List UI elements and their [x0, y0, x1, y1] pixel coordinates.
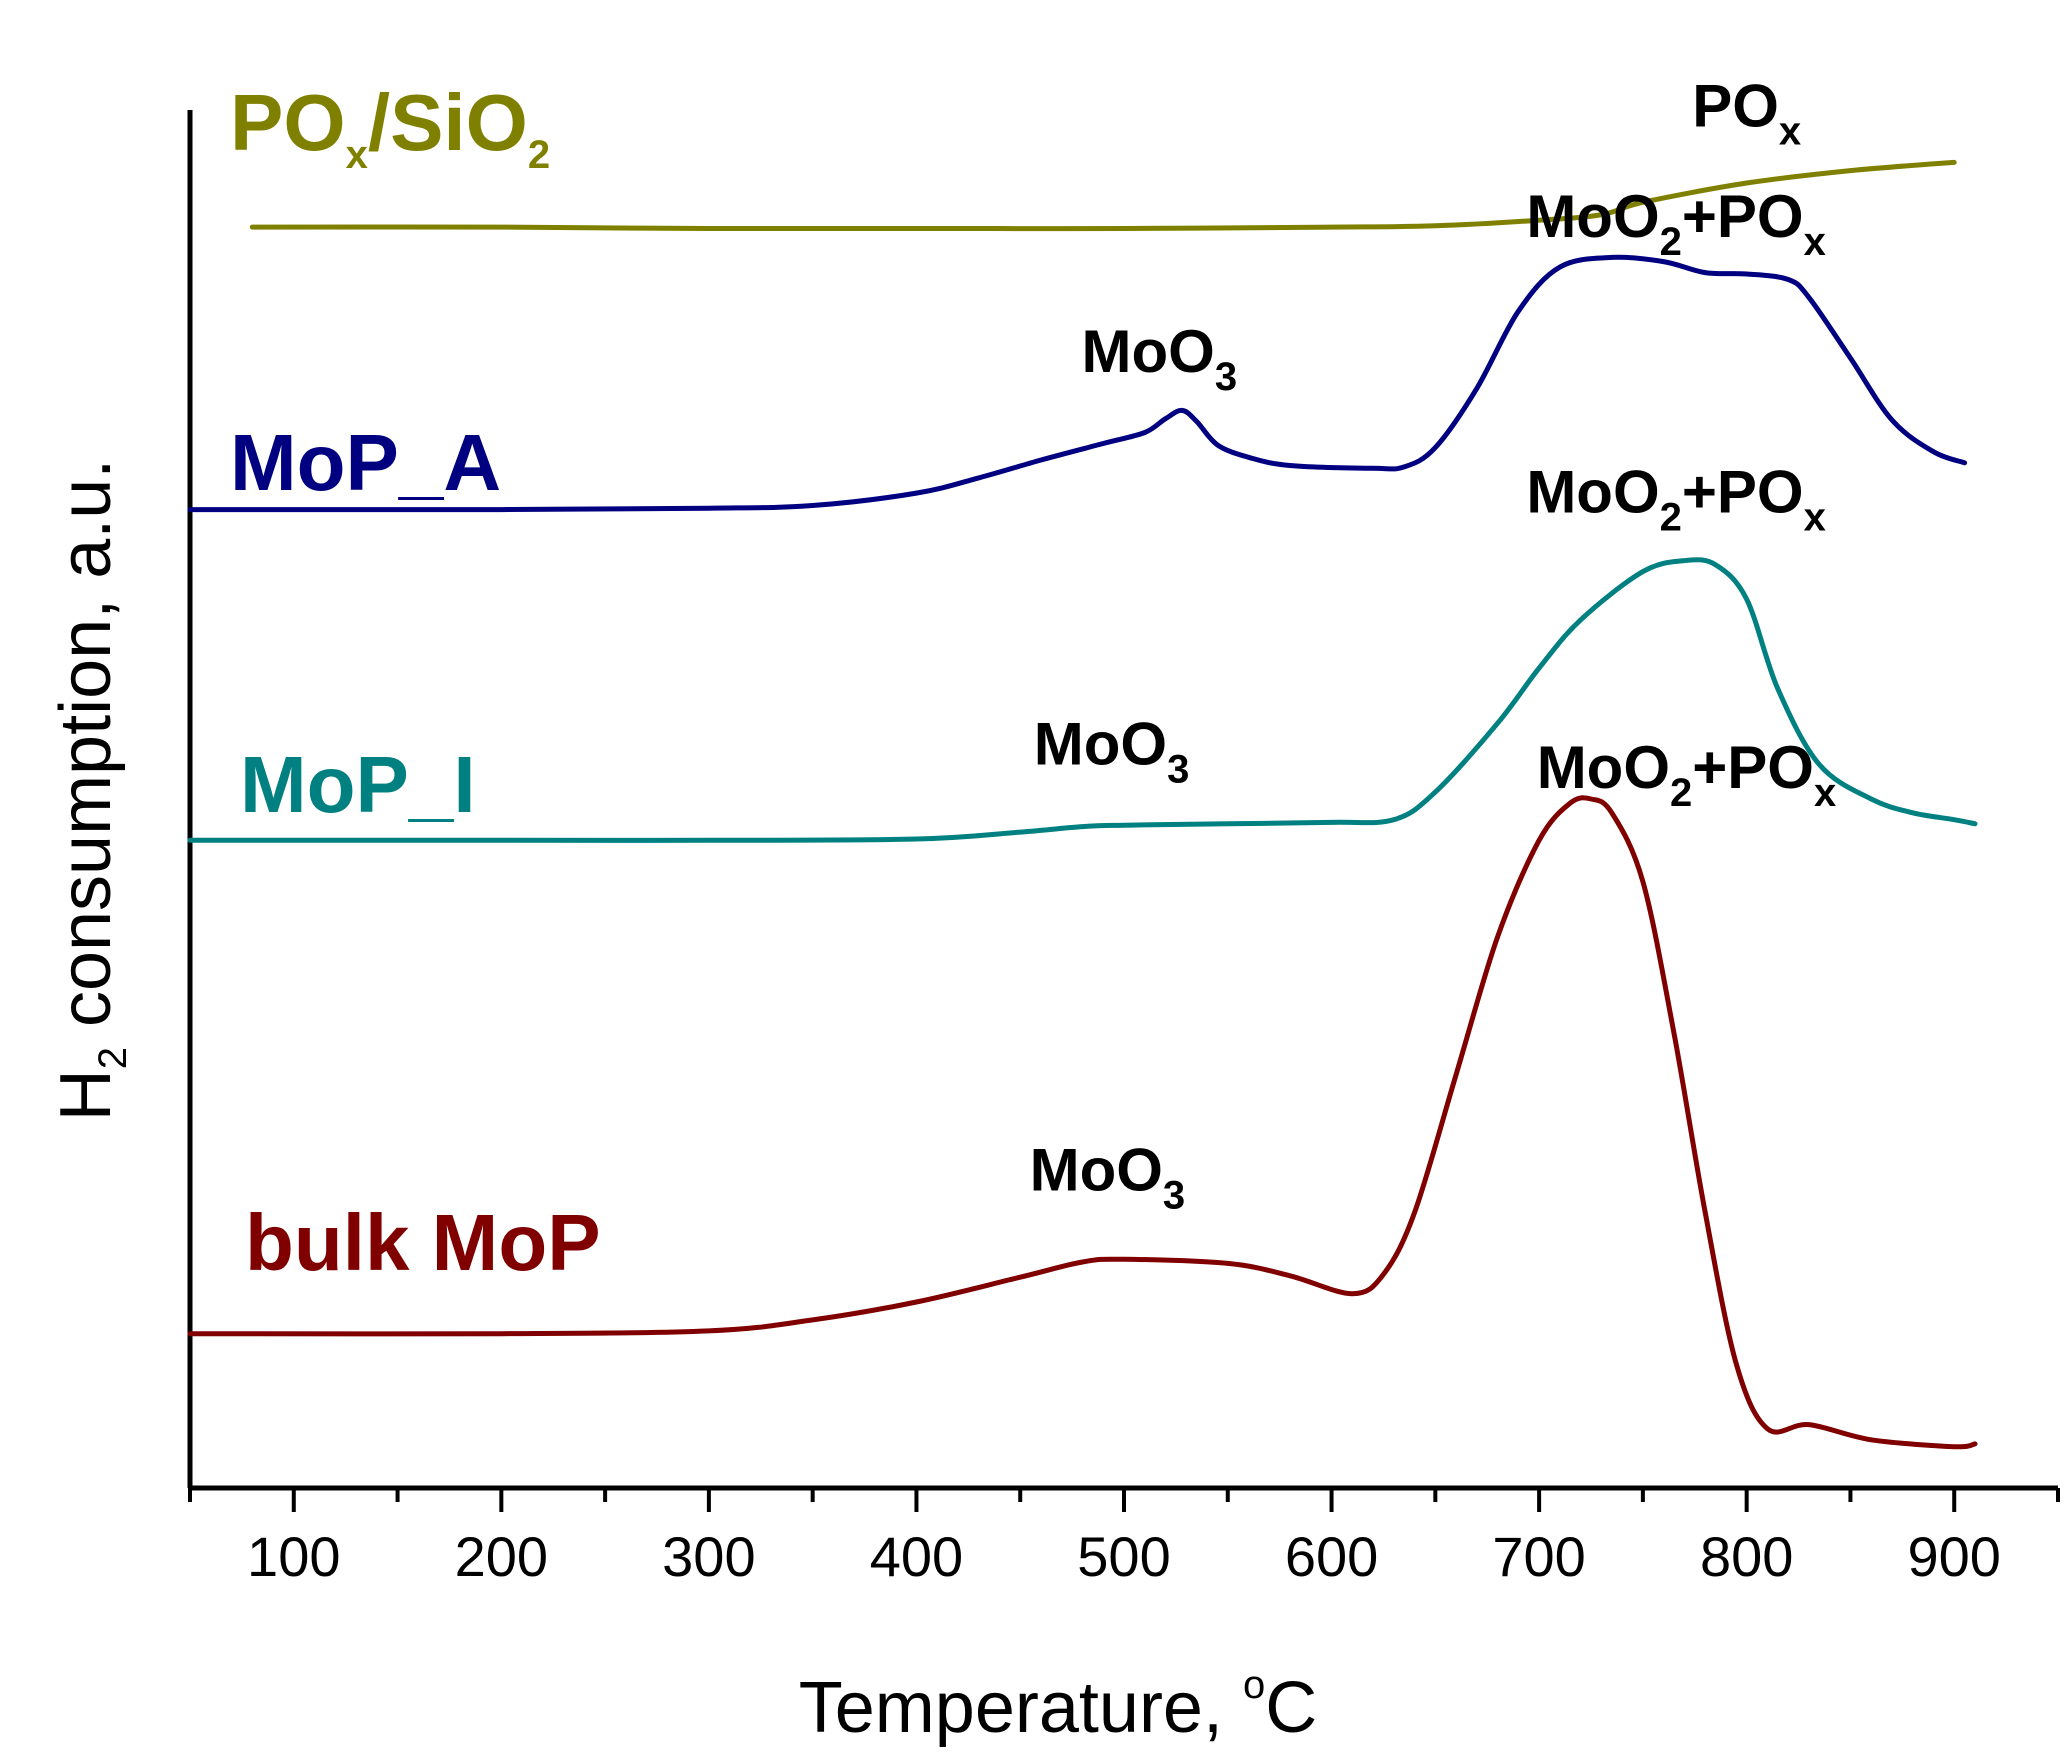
y-axis-title: H2 consumption, a.u. [46, 459, 135, 1122]
x-axis-title: Temperature, oC [799, 1663, 1317, 1748]
series-line-bulk_MoP [187, 795, 1978, 1450]
peak-annotations: POx MoO3 MoO2+POx MoO3 MoO2+POx MoO3 MoO2+POx [1030, 73, 1837, 1218]
annotation-bulk_MoP-5: MoO3 [1030, 1136, 1186, 1217]
series-line-MoP_A [187, 254, 1968, 513]
x-tick-label-300: 300 [662, 1525, 755, 1588]
x-tick-label-500: 500 [1077, 1525, 1170, 1588]
x-tick-label-900: 900 [1908, 1525, 2001, 1588]
x-tick-label-100: 100 [247, 1525, 340, 1588]
series-line-MoP_I [187, 557, 1978, 843]
annotation-MoP_I-4: MoO2+POx [1526, 458, 1826, 539]
x-tick-label-600: 600 [1285, 1525, 1378, 1588]
annotation-bulk_MoP-6: MoO2+POx [1537, 734, 1837, 815]
series-label-POx_SiO2: POx/SiO2 [230, 78, 550, 177]
x-tick-label-700: 700 [1492, 1525, 1585, 1588]
x-tick-label-400: 400 [870, 1525, 963, 1588]
series-label-MoP_A: MoP_A [230, 418, 501, 507]
x-tick-label-200: 200 [455, 1525, 548, 1588]
annotation-MoP_A-2: MoO2+POx [1526, 183, 1826, 264]
series-label-bulk_MoP: bulk MoP [245, 1198, 601, 1287]
series-label-MoP_I: MoP_I [240, 740, 476, 829]
annotation-POx_SiO2-0: POx [1692, 73, 1801, 154]
series-lines [187, 159, 1978, 1450]
annotation-MoP_I-3: MoO3 [1034, 711, 1190, 792]
x-axis-ticks: 100 200 300 400 500 600 700 800 900 [188, 1488, 2060, 1588]
series-line-POx_SiO2 [249, 159, 1957, 232]
annotation-MoP_A-1: MoO3 [1082, 318, 1238, 399]
x-tick-label-800: 800 [1700, 1525, 1793, 1588]
